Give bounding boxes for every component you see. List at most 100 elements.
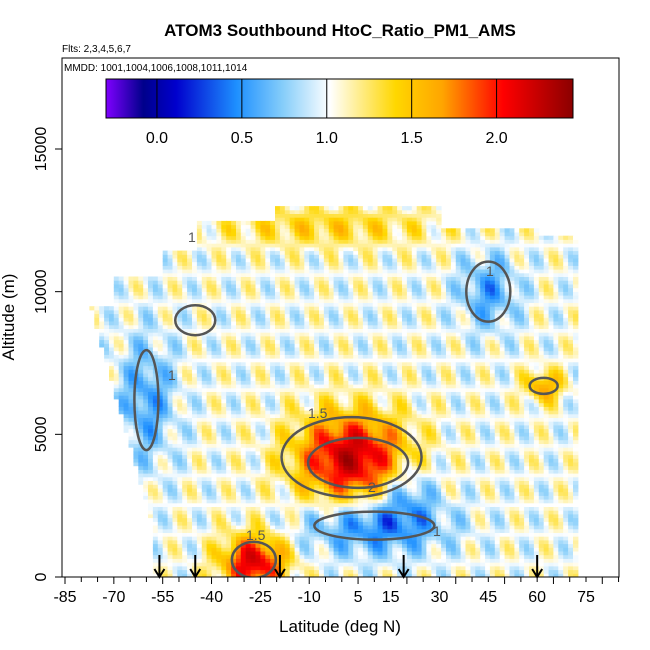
heat-cell [236,447,242,452]
heat-cell [319,569,325,574]
heat-cell [309,454,315,459]
heat-cell [333,284,339,289]
heat-cell [309,291,315,296]
heat-cell [240,306,247,311]
heat-cell [201,495,208,500]
heat-cell [236,458,242,463]
heat-cell [279,358,286,363]
heat-cell [143,373,149,378]
heat-cell [226,376,232,381]
heat-cell [270,532,276,537]
heat-cell [294,324,300,329]
heat-cell [167,347,173,352]
heat-cell [216,246,222,252]
heat-cell [245,387,252,392]
heat-cell [338,269,344,274]
heat-cell [143,465,149,470]
heat-cell [255,506,261,511]
heat-cell [167,547,173,552]
heat-cell [367,554,374,559]
heat-cell [304,373,310,378]
heat-cell [226,424,232,430]
heat-cell [216,317,222,322]
heat-cell [196,287,203,292]
heat-cell [128,413,134,418]
heat-cell [377,488,383,493]
heat-cell [275,402,281,407]
heat-cell [128,432,134,437]
heat-cell [143,324,149,329]
heat-cell [348,547,354,552]
heat-cell [99,324,105,329]
heat-cell [162,488,169,493]
heat-cell [128,354,134,359]
heat-cell [328,432,335,437]
heat-cell [304,410,310,415]
heat-cell [294,250,300,255]
heat-cell [372,369,379,374]
heat-cell [177,365,183,370]
heat-cell [265,309,271,315]
heat-cell [201,462,208,467]
heat-cell [319,488,325,493]
heat-cell [113,347,120,352]
heat-cell [265,347,271,352]
heat-cell [343,428,349,433]
heat-cell [245,432,252,437]
heat-cell [328,565,335,571]
heat-cell [343,480,349,485]
heat-cell [231,291,237,296]
heat-cell [216,321,222,326]
heat-cell [314,235,320,240]
heat-cell [152,547,159,552]
heat-cell [192,261,198,266]
heat-cell [294,239,300,244]
heat-cell [265,220,271,226]
heat-cell [353,543,359,548]
heat-cell [177,543,183,548]
heat-cell [304,399,310,404]
heat-cell [201,298,208,303]
heat-cell [216,358,222,363]
heat-cell [216,488,222,493]
heat-cell [157,402,164,407]
heat-cell [304,421,310,426]
heat-cell [328,458,335,463]
heat-cell [304,569,310,574]
heat-cell [255,302,261,307]
heat-cell [309,528,315,533]
heat-cell [167,261,173,266]
heat-cell [128,332,134,337]
heat-cell [245,558,252,563]
heat-cell [109,369,115,374]
heat-cell [172,335,178,341]
heat-cell [358,450,364,456]
heat-cell [123,417,129,422]
heat-cell [236,480,242,485]
heat-cell [201,528,208,533]
heat-cell [240,439,247,444]
heat-cell [245,220,252,226]
heat-cell [328,387,335,392]
heat-cell [323,573,330,577]
heat-cell [358,354,364,359]
heat-cell [377,261,383,266]
heat-cell [128,335,134,341]
heat-cell [162,469,169,474]
heat-cell [138,298,144,303]
heat-cell [201,488,208,493]
heat-cell [309,480,315,485]
heat-cell [265,413,271,418]
heat-cell [226,410,232,415]
heat-cell [231,220,237,226]
heat-cell [343,224,349,229]
heat-cell [362,391,369,396]
heat-cell [343,254,349,259]
heat-cell [152,276,159,281]
heat-cell [304,376,310,381]
heat-cell [362,421,369,426]
heat-cell [289,436,296,441]
heat-cell [231,298,237,303]
heat-cell [319,235,325,240]
heat-cell [182,528,188,533]
